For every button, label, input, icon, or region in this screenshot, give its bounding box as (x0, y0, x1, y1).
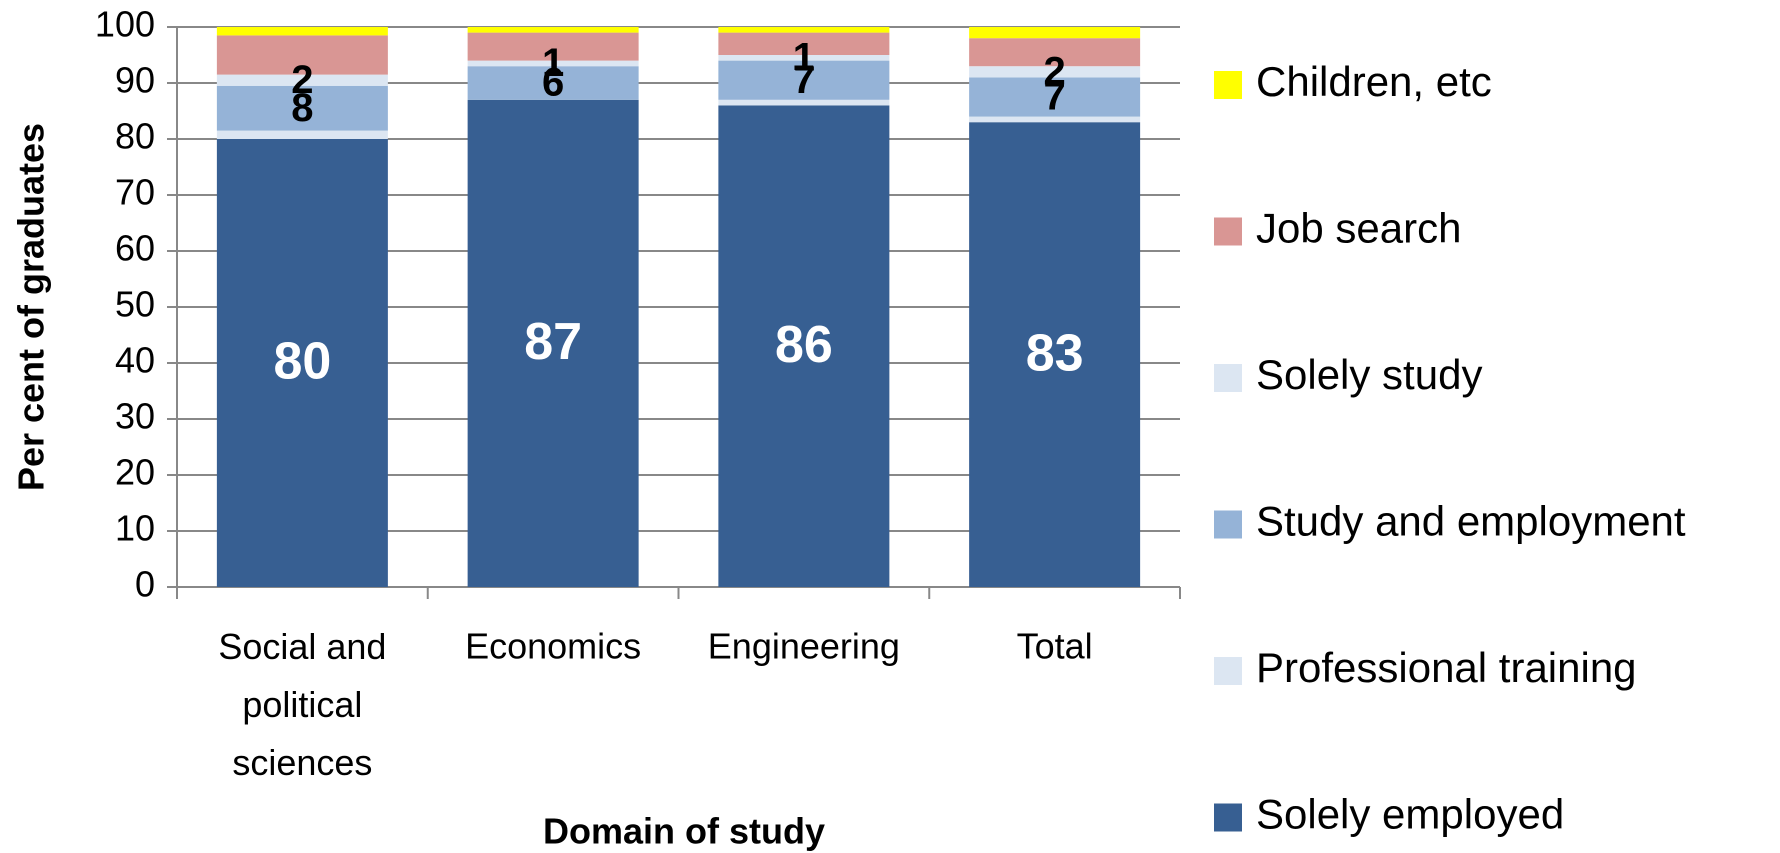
data-label: 7 (793, 58, 815, 102)
bar-segment (718, 105, 890, 588)
data-label: 87 (524, 313, 582, 371)
bar-segment (969, 116, 1141, 123)
data-label: 1 (542, 41, 564, 85)
bar-segment (969, 77, 1141, 117)
y-tick-label: 50 (115, 284, 155, 325)
bar-segment (467, 60, 639, 67)
legend-swatch (1214, 71, 1242, 99)
bar-segment (467, 99, 639, 588)
x-tick-label: Engineering (708, 626, 900, 667)
data-label: 86 (775, 316, 833, 374)
legend-swatch (1214, 217, 1242, 246)
legend-label: Solely employed (1256, 791, 1564, 838)
legend-swatch (1214, 657, 1242, 685)
bar-segment (969, 122, 1141, 587)
y-tick-label: 10 (115, 508, 155, 549)
y-axis-title: Per cent of graduates (11, 123, 52, 491)
x-tick-label: Social and political sciences (218, 626, 386, 783)
legend-label: Solely study (1256, 351, 1482, 398)
bar-segment (467, 27, 639, 33)
y-tick-label: 20 (115, 452, 155, 493)
bar-segment (718, 32, 890, 55)
bar-segment (718, 55, 890, 61)
data-label: 2 (1044, 49, 1066, 93)
bar-segment (216, 85, 388, 131)
y-tick-label: 40 (115, 340, 155, 381)
legend-swatch (1214, 364, 1242, 392)
y-tick-label: 70 (115, 172, 155, 213)
data-label: 80 (273, 333, 331, 391)
bar-segment (467, 66, 639, 100)
bar-segment (969, 38, 1141, 67)
legend-label: Study and employment (1256, 498, 1686, 545)
y-tick-label: 30 (115, 396, 155, 437)
data-label: 8 (291, 86, 313, 130)
data-label: 83 (1026, 324, 1084, 382)
data-label: 7 (1044, 75, 1066, 119)
y-tick-label: 0 (135, 564, 155, 605)
legend-label: Children, etc (1256, 58, 1492, 105)
y-tick-label: 100 (95, 4, 155, 45)
y-tick-label: 90 (115, 60, 155, 101)
bar-segment (718, 60, 890, 100)
bar-segment (216, 35, 388, 75)
x-tick-label: Total (1017, 626, 1093, 667)
legend-label: Professional training (1256, 644, 1637, 691)
bar-segment (216, 74, 388, 86)
data-label: 6 (542, 61, 564, 105)
bar-segment (969, 27, 1141, 39)
data-label: 2 (291, 58, 313, 102)
bar-segment (216, 130, 388, 139)
bar-segment (216, 139, 388, 587)
bar-segment (718, 27, 890, 33)
legend-label: Job search (1256, 205, 1461, 252)
y-tick-label: 80 (115, 116, 155, 157)
bar-segment (718, 99, 890, 106)
legend-swatch (1214, 510, 1242, 539)
legend-swatch (1214, 803, 1242, 832)
bar-segment (969, 66, 1141, 78)
x-axis-title: Domain of study (543, 811, 825, 852)
y-tick-label: 60 (115, 228, 155, 269)
bar-segment (467, 32, 639, 61)
bar-segment (216, 27, 388, 36)
x-tick-label: Economics (465, 626, 641, 667)
data-label: 1 (793, 35, 815, 79)
